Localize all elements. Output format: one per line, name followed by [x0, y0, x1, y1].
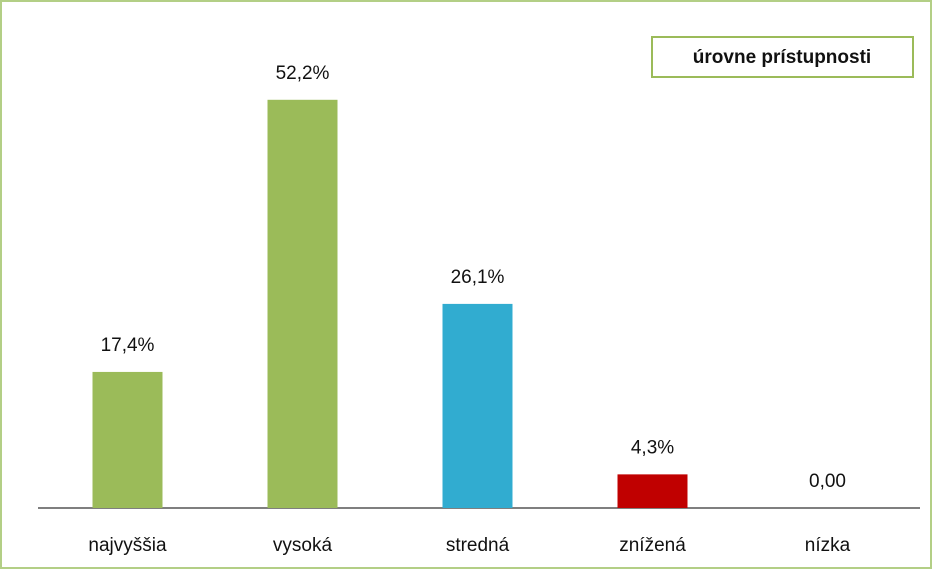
value-label: 4,3% — [631, 437, 674, 458]
bar — [267, 99, 338, 509]
x-tick-label: najvyššia — [88, 535, 167, 556]
value-label: 0,00 — [809, 471, 846, 492]
value-label: 52,2% — [276, 63, 330, 84]
x-tick-label: stredná — [446, 535, 510, 556]
x-tick-label: znížená — [619, 535, 686, 556]
x-tick-label: nízka — [805, 535, 851, 556]
value-label: 17,4% — [101, 335, 155, 356]
value-label: 26,1% — [451, 267, 505, 288]
chart-title: úrovne prístupnosti — [693, 47, 871, 68]
bar — [442, 303, 513, 508]
bar — [92, 371, 163, 508]
bar — [617, 474, 688, 508]
x-tick-label: vysoká — [273, 535, 333, 556]
title-box — [651, 36, 914, 78]
